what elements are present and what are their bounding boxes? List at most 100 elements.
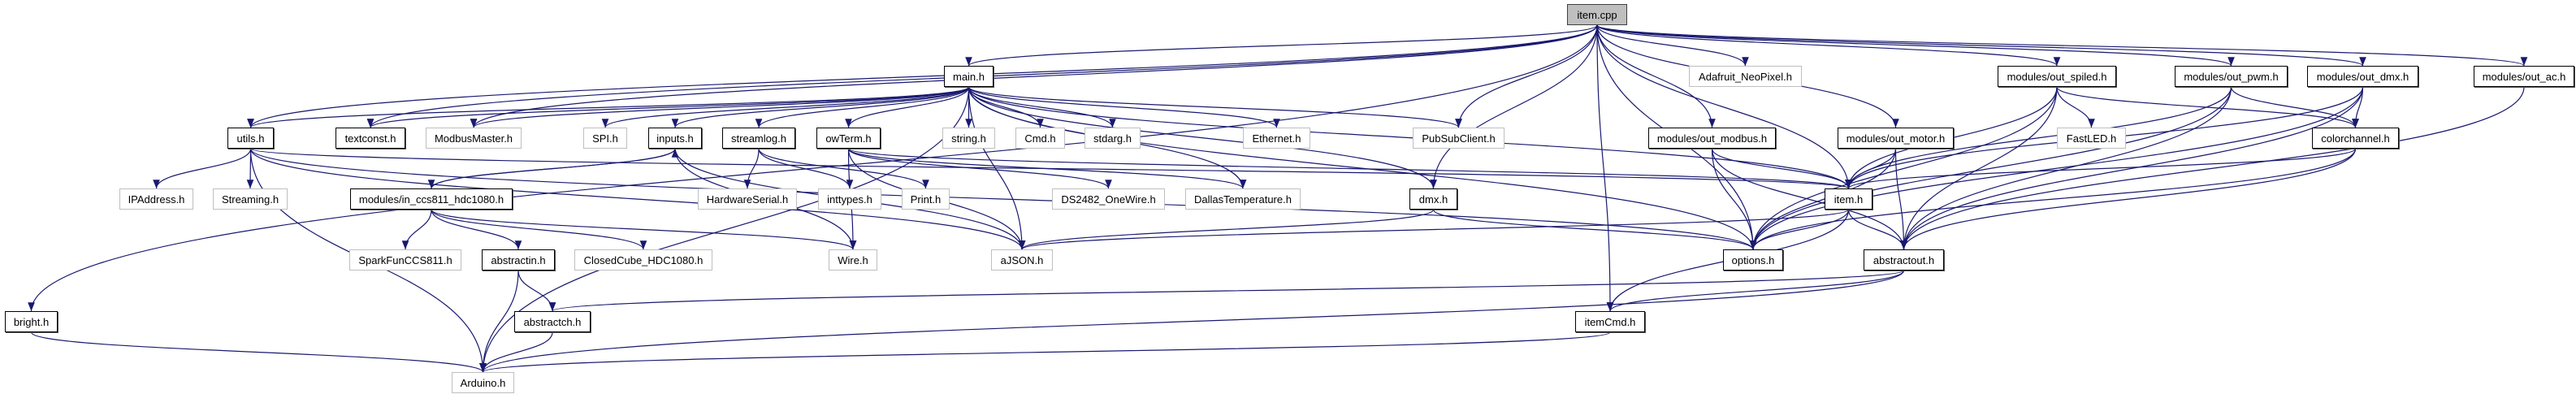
edge-abstractin-to-arduino (479, 270, 519, 373)
edge-out_dmx-to-abstractout (1900, 86, 2364, 250)
node-inttypes[interactable]: inttypes.h (818, 188, 881, 210)
node-pubsub[interactable]: PubSubClient.h (1413, 128, 1504, 149)
edge-utils_h-to-options_h (249, 148, 1756, 250)
node-ajson[interactable]: aJSON.h (991, 249, 1053, 271)
edge-out_modbus-to-options_h (1711, 148, 1757, 250)
edge-main_h-to-owterm_h (845, 86, 970, 128)
node-out-motor[interactable]: modules/out_motor.h (1838, 128, 1954, 149)
node-out-dmx[interactable]: modules/out_dmx.h (2307, 66, 2418, 87)
node-out-modbus[interactable]: modules/out_modbus.h (1648, 128, 1776, 149)
node-modbusmaster[interactable]: ModbusMaster.h (426, 128, 522, 149)
edge-colorchannel-to-options_h (1749, 148, 2357, 250)
node-out-pwm[interactable]: modules/out_pwm.h (2175, 66, 2288, 87)
edge-owterm_h-to-dallas (847, 148, 1247, 189)
node-string-h[interactable]: string.h (942, 128, 995, 149)
edge-main_h-to-inputs_h (671, 86, 970, 128)
edge-out_dmx-to-options_h (1749, 86, 2364, 250)
edge-in_ccs811-to-abstractin (431, 209, 522, 250)
node-ethernet-h[interactable]: Ethernet.h (1243, 128, 1310, 149)
edge-item_cpp-to-utils_h (247, 24, 1598, 128)
edge-main_h-to-pubsub (968, 86, 1462, 128)
node-sparkfun[interactable]: SparkFunCCS811.h (349, 249, 461, 271)
node-dallas[interactable]: DallasTemperature.h (1185, 188, 1301, 210)
node-abstractch[interactable]: abstractch.h (514, 311, 591, 332)
node-print-h[interactable]: Print.h (902, 188, 950, 210)
edge-main_h-to-item_h (968, 86, 1852, 189)
node-itemcmd[interactable]: itemCmd.h (1575, 311, 1645, 332)
edge-main_h-to-utils_h (247, 86, 970, 128)
edge-main_h-to-streamlog_h (755, 86, 970, 128)
edge-main_h-to-textconst_h (367, 86, 970, 128)
edge-item_cpp-to-out_spiled (1596, 24, 2061, 67)
edge-bright_h-to-arduino (30, 331, 487, 373)
edge-main_h-to-spi_h (601, 86, 970, 128)
edge-in_ccs811-to-sparkfun (401, 209, 432, 250)
node-main-h[interactable]: main.h (944, 66, 994, 87)
edge-utils_h-to-ipaddress (153, 148, 252, 189)
edge-out_modbus-to-abstractout (1711, 148, 1907, 250)
edge-main_h-to-modbusmaster (470, 86, 970, 128)
edge-main_h-to-options_h (968, 86, 1757, 250)
node-abstractout[interactable]: abstractout.h (1864, 249, 1944, 271)
node-ds2482[interactable]: DS2482_OneWire.h (1052, 188, 1165, 210)
edge-out_spiled-to-options_h (1749, 86, 2058, 250)
edge-item_cpp-to-dmx_h (1430, 24, 1598, 189)
node-utils-h[interactable]: utils.h (227, 128, 274, 149)
edge-dmx_h-to-ajson (1018, 209, 1435, 250)
edge-colorchannel-to-abstractout (1900, 148, 2357, 250)
node-abstractin[interactable]: abstractin.h (482, 249, 555, 271)
edge-owterm_h-to-item_h (847, 148, 1852, 189)
edge-main_h-to-arduino (479, 86, 970, 373)
node-in-ccs811[interactable]: modules/in_ccs811_hdc1080.h (350, 188, 513, 210)
node-bright-h[interactable]: bright.h (5, 311, 58, 332)
node-cmd-h[interactable]: Cmd.h (1015, 128, 1065, 149)
edge-out_pwm-to-item_h (1845, 86, 2232, 189)
edge-dmx_h-to-options_h (1432, 209, 1757, 250)
edge-out_spiled-to-abstractout (1900, 86, 2058, 250)
edge-out_motor-to-abstractout (1894, 148, 1907, 250)
edge-item_cpp-to-bright_h (28, 24, 1598, 312)
node-item-cpp[interactable]: item.cpp (1567, 4, 1627, 25)
node-closedcube[interactable]: ClosedCube_HDC1080.h (574, 249, 712, 271)
node-adafruit[interactable]: Adafruit_NeoPixel.h (1689, 66, 1802, 87)
node-hwserial[interactable]: HardwareSerial.h (698, 188, 797, 210)
node-dmx-h[interactable]: dmx.h (1409, 188, 1457, 210)
edge-colorchannel-to-item_h (1845, 148, 2357, 189)
node-item-h[interactable]: item.h (1825, 188, 1872, 210)
node-inputs-h[interactable]: inputs.h (648, 128, 702, 149)
edge-out_spiled-to-fastled (2056, 86, 2095, 128)
edge-owterm_h-to-ds2482 (847, 148, 1112, 189)
edge-out_motor-to-options_h (1749, 148, 1897, 250)
node-fastled[interactable]: FastLED.h (2057, 128, 2126, 149)
node-textconst-h[interactable]: textconst.h (336, 128, 405, 149)
node-wire-h[interactable]: Wire.h (829, 249, 877, 271)
edge-in_ccs811-to-inputs_h (431, 148, 679, 189)
edge-out_ac-to-abstractout (1900, 86, 2525, 250)
edge-item_cpp-to-itemcmd (1596, 24, 1614, 312)
edge-item_cpp-to-item_h (1596, 24, 1852, 189)
node-ipaddress[interactable]: IPAddress.h (119, 188, 193, 210)
node-arduino[interactable]: Arduino.h (452, 372, 514, 393)
node-owterm-h[interactable]: owTerm.h (816, 128, 881, 149)
node-out-ac[interactable]: modules/out_ac.h (2474, 66, 2574, 87)
edge-item_cpp-to-out_ac (1596, 24, 2527, 67)
node-spi-h[interactable]: SPI.h (583, 128, 627, 149)
node-stdarg-h[interactable]: stdarg.h (1085, 128, 1141, 149)
edge-streamlog_h-to-print_h (758, 148, 929, 189)
edge-itemcmd-to-arduino (479, 331, 1611, 373)
edge-item_cpp-to-modbusmaster (470, 24, 1598, 128)
edge-out_pwm-to-options_h (1749, 86, 2232, 250)
node-colorchannel[interactable]: colorchannel.h (2312, 128, 2399, 149)
edge-out_pwm-to-colorchannel (2230, 86, 2359, 128)
edge-abstractout-to-abstractch (549, 270, 1905, 312)
edge-out_pwm-to-abstractout (1900, 86, 2232, 250)
edge-item_h-to-ajson (1019, 209, 1850, 250)
node-streaming[interactable]: Streaming.h (213, 188, 288, 210)
edge-main_h-to-ethernet_h (968, 86, 1280, 128)
node-options-h[interactable]: options.h (1723, 249, 1783, 271)
node-out-spiled[interactable]: modules/out_spiled.h (1998, 66, 2116, 87)
edge-item_cpp-to-out_pwm (1596, 24, 2235, 67)
node-streamlog-h[interactable]: streamlog.h (722, 128, 795, 149)
edge-item_cpp-to-out_modbus (1596, 24, 1716, 128)
